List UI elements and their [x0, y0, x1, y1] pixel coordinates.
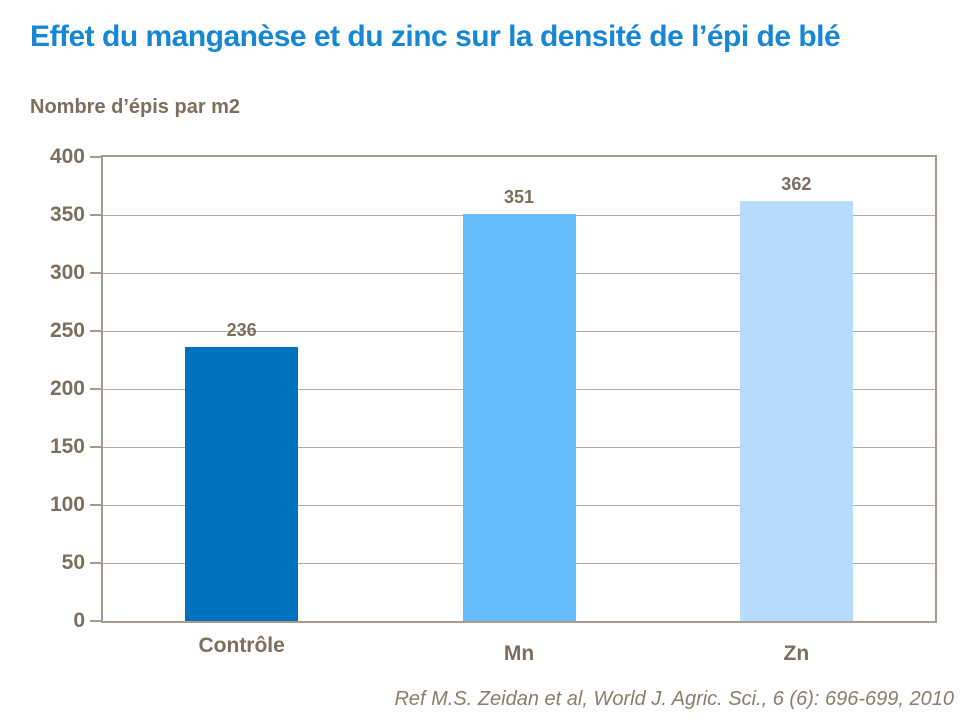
y-tick-label: 150 — [49, 435, 85, 458]
bar-contr-le — [185, 347, 298, 621]
y-axis-tick — [90, 330, 101, 332]
y-axis-tick — [90, 620, 101, 622]
plot-area: 400 350 300 250 200 150 100 50 0 236 Contrôle 351 Mn… — [50, 145, 937, 665]
y-axis-tick — [90, 504, 101, 506]
bar-value-label: 351 — [503, 187, 535, 207]
bar-value-label: 236 — [226, 320, 257, 340]
y-tick-label: 400 — [49, 145, 85, 168]
y-tick-label: 0 — [73, 609, 85, 632]
y-tick-label: 250 — [49, 319, 85, 342]
y-tick-label: 50 — [61, 551, 85, 574]
y-axis-tick — [90, 562, 101, 564]
x-category-label: Zn — [783, 642, 810, 665]
x-category-label: Mn — [503, 642, 535, 665]
y-axis-tick — [90, 272, 101, 274]
reference-text: Ref M.S. Zeidan et al, World J. Agric. S… — [394, 688, 954, 710]
y-tick-label: 200 — [49, 377, 85, 400]
y-axis-caption: Nombre d’épis par m2 — [30, 96, 241, 118]
chart-title: Effet du manganèse et du zinc sur la den… — [30, 20, 841, 53]
bar-zn — [740, 201, 853, 621]
y-tick-label: 350 — [49, 203, 85, 226]
y-axis-tick — [90, 446, 101, 448]
y-axis-tick — [90, 388, 101, 390]
y-tick-label: 100 — [49, 493, 85, 516]
bar-mn — [463, 214, 576, 621]
y-tick-label: 300 — [49, 261, 85, 284]
y-axis-tick — [90, 156, 101, 158]
y-axis-tick — [90, 214, 101, 216]
x-category-label: Contrôle — [198, 634, 285, 657]
bar-value-label: 362 — [781, 174, 812, 194]
